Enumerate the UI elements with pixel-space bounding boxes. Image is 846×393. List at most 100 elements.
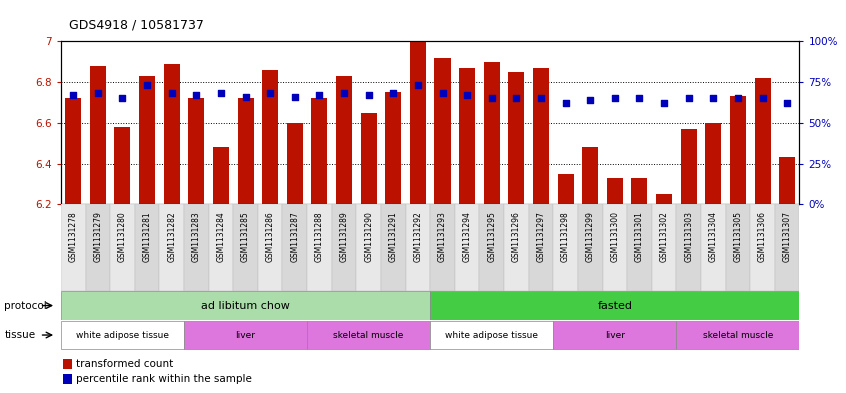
Bar bbox=[578, 204, 602, 291]
Text: GSM1131290: GSM1131290 bbox=[364, 211, 373, 262]
Point bbox=[608, 95, 622, 101]
Point bbox=[288, 94, 301, 100]
Text: GSM1131299: GSM1131299 bbox=[585, 211, 595, 262]
Text: GSM1131300: GSM1131300 bbox=[610, 211, 619, 262]
Bar bbox=[307, 204, 332, 291]
Text: GSM1131305: GSM1131305 bbox=[733, 211, 743, 262]
Text: GSM1131307: GSM1131307 bbox=[783, 211, 792, 262]
Point bbox=[91, 90, 105, 97]
Bar bbox=[582, 147, 598, 204]
Bar bbox=[779, 158, 795, 204]
Point bbox=[731, 95, 744, 101]
Bar bbox=[283, 204, 307, 291]
Point bbox=[682, 95, 695, 101]
Text: GSM1131280: GSM1131280 bbox=[118, 211, 127, 262]
Bar bbox=[258, 204, 283, 291]
Bar bbox=[307, 321, 430, 349]
Point bbox=[239, 94, 252, 100]
Text: GSM1131284: GSM1131284 bbox=[217, 211, 225, 262]
Point bbox=[411, 82, 425, 88]
Bar bbox=[602, 204, 627, 291]
Text: GSM1131294: GSM1131294 bbox=[463, 211, 471, 262]
Bar bbox=[430, 292, 799, 320]
Bar bbox=[238, 98, 254, 204]
Bar bbox=[90, 66, 106, 204]
Text: white adipose tissue: white adipose tissue bbox=[76, 331, 169, 340]
Text: GSM1131288: GSM1131288 bbox=[315, 211, 324, 262]
Bar bbox=[184, 321, 307, 349]
Text: skeletal muscle: skeletal muscle bbox=[333, 331, 404, 340]
Bar bbox=[676, 321, 799, 349]
Text: GSM1131291: GSM1131291 bbox=[389, 211, 398, 262]
Text: protocol: protocol bbox=[4, 301, 47, 310]
Text: GSM1131282: GSM1131282 bbox=[168, 211, 176, 262]
Bar bbox=[336, 76, 352, 204]
Bar bbox=[163, 64, 179, 204]
Text: GSM1131303: GSM1131303 bbox=[684, 211, 693, 262]
Point bbox=[485, 95, 498, 101]
Bar bbox=[750, 204, 775, 291]
Text: GSM1131298: GSM1131298 bbox=[561, 211, 570, 262]
Bar bbox=[184, 204, 209, 291]
Bar bbox=[558, 174, 574, 204]
Bar bbox=[262, 70, 278, 204]
Point bbox=[706, 95, 720, 101]
Bar bbox=[730, 96, 746, 204]
Bar bbox=[233, 204, 258, 291]
Bar bbox=[553, 204, 578, 291]
Point bbox=[534, 95, 547, 101]
Bar bbox=[631, 178, 647, 204]
Text: GSM1131285: GSM1131285 bbox=[241, 211, 250, 262]
Point bbox=[509, 95, 523, 101]
Text: liver: liver bbox=[235, 331, 255, 340]
Text: GSM1131297: GSM1131297 bbox=[536, 211, 546, 262]
Text: GSM1131281: GSM1131281 bbox=[143, 211, 151, 262]
Text: GDS4918 / 10581737: GDS4918 / 10581737 bbox=[69, 18, 204, 31]
Point bbox=[140, 82, 154, 88]
Bar bbox=[480, 204, 504, 291]
Point bbox=[780, 100, 794, 107]
Bar bbox=[775, 204, 799, 291]
Bar bbox=[287, 123, 303, 204]
Bar bbox=[114, 127, 130, 204]
Text: transformed count: transformed count bbox=[76, 358, 173, 369]
Bar bbox=[110, 204, 135, 291]
Bar bbox=[459, 68, 475, 204]
Point bbox=[190, 92, 203, 98]
Point bbox=[362, 92, 376, 98]
Text: GSM1131283: GSM1131283 bbox=[192, 211, 201, 262]
Text: percentile rank within the sample: percentile rank within the sample bbox=[76, 374, 252, 384]
Point bbox=[559, 100, 573, 107]
Point bbox=[313, 92, 327, 98]
Bar bbox=[430, 204, 455, 291]
Bar bbox=[189, 98, 205, 204]
Bar bbox=[139, 76, 155, 204]
Text: GSM1131306: GSM1131306 bbox=[758, 211, 767, 262]
Bar bbox=[405, 204, 430, 291]
Point bbox=[755, 95, 769, 101]
Bar bbox=[430, 321, 553, 349]
Text: fasted: fasted bbox=[597, 301, 632, 310]
Bar bbox=[755, 78, 771, 204]
Bar bbox=[508, 72, 525, 204]
Text: GSM1131296: GSM1131296 bbox=[512, 211, 521, 262]
Bar bbox=[61, 292, 430, 320]
Bar bbox=[311, 98, 327, 204]
Bar bbox=[504, 204, 529, 291]
Text: GSM1131292: GSM1131292 bbox=[414, 211, 422, 262]
Point bbox=[584, 97, 597, 103]
Bar bbox=[65, 98, 81, 204]
Bar bbox=[332, 204, 356, 291]
Bar bbox=[159, 204, 184, 291]
Text: GSM1131301: GSM1131301 bbox=[635, 211, 644, 262]
Point bbox=[67, 92, 80, 98]
Bar bbox=[381, 204, 405, 291]
Bar bbox=[701, 204, 726, 291]
Point bbox=[387, 90, 400, 97]
Bar bbox=[484, 62, 500, 204]
Bar bbox=[61, 321, 184, 349]
Bar bbox=[455, 204, 480, 291]
Bar bbox=[706, 123, 722, 204]
Point bbox=[214, 90, 228, 97]
Text: GSM1131278: GSM1131278 bbox=[69, 211, 78, 262]
